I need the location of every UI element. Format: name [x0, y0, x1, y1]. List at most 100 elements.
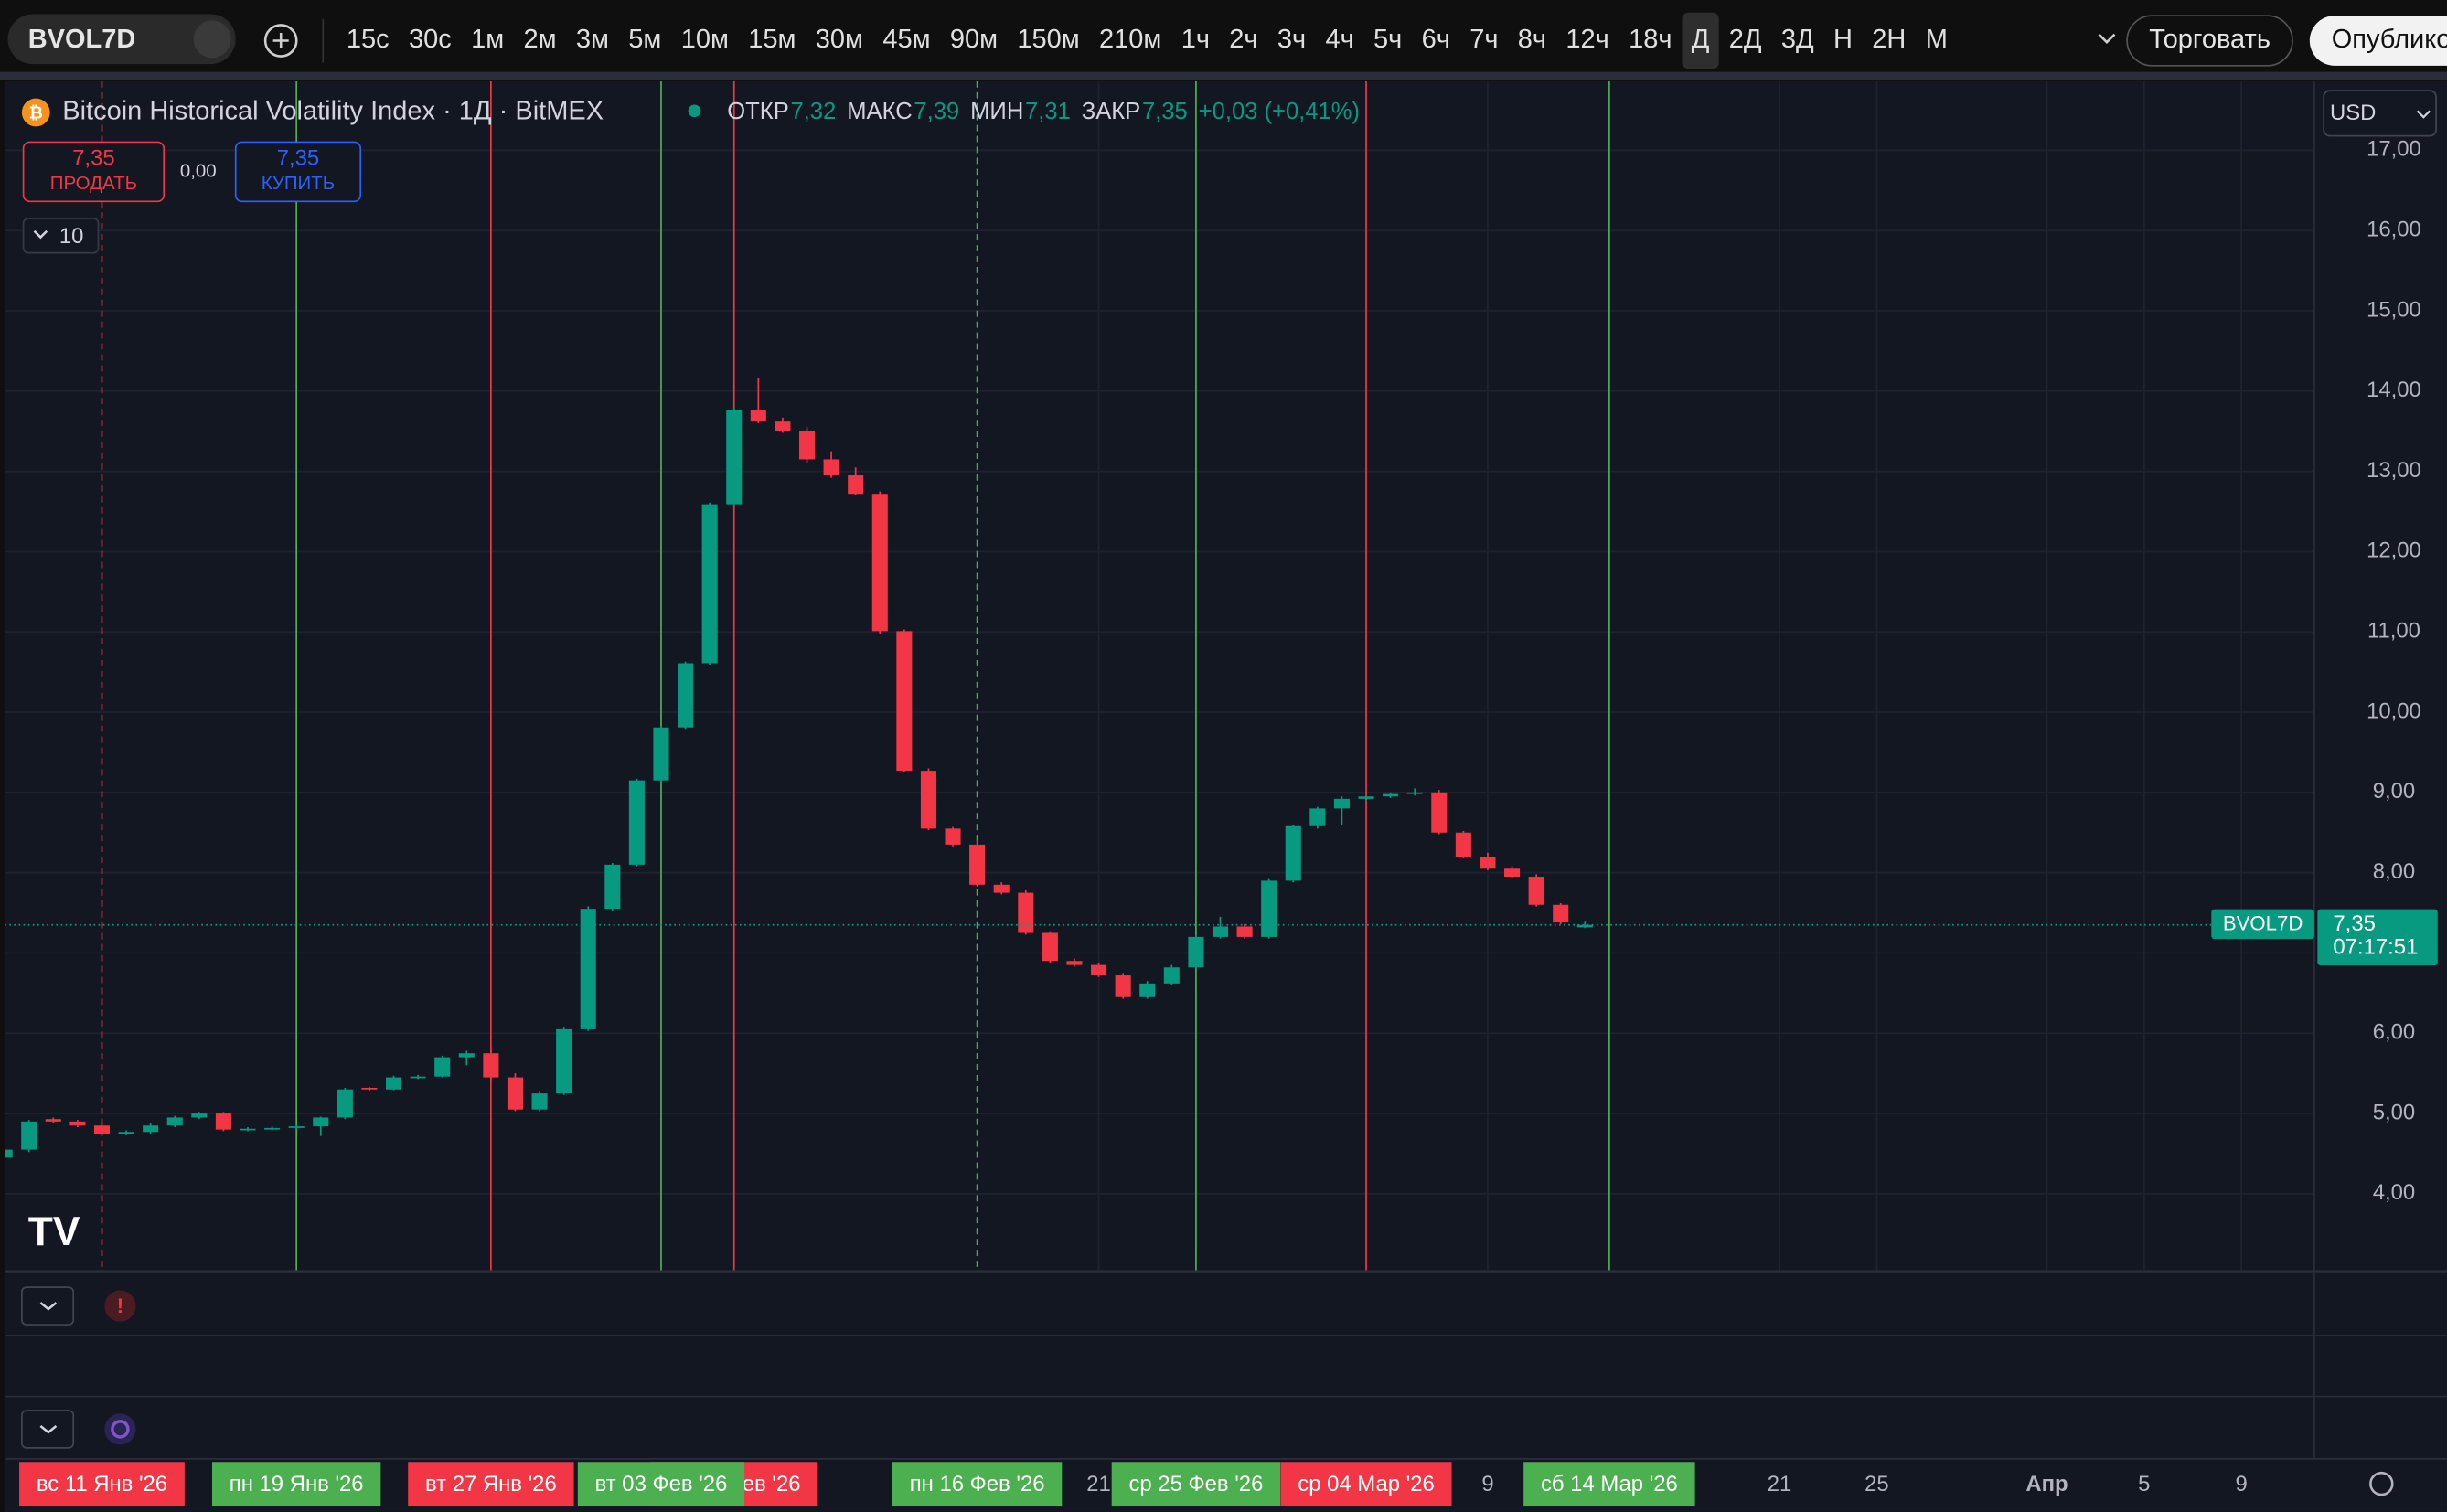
countdown: 07:17:51 — [2333, 935, 2418, 960]
timeframe[interactable]: 2Н — [1872, 25, 1906, 54]
sell-button[interactable] — [22, 141, 166, 203]
quantity-box[interactable] — [22, 218, 100, 254]
candle-body — [1528, 877, 1544, 905]
timeframe[interactable]: 8ч — [1518, 25, 1546, 54]
candle-body — [1066, 961, 1083, 965]
publish-button[interactable] — [2309, 16, 2447, 66]
alert-glyph: ! — [117, 1294, 123, 1317]
candle-body — [337, 1089, 353, 1118]
pane-toggle[interactable] — [21, 1410, 75, 1449]
x-tick-label: 21 — [1086, 1472, 1111, 1496]
settings-icon[interactable] — [2369, 1471, 2394, 1496]
timeframe[interactable]: 3м — [576, 25, 609, 54]
timeframe[interactable]: 3Д — [1781, 25, 1814, 54]
currency: USD — [2330, 101, 2376, 125]
sync-icon[interactable] — [104, 1413, 136, 1445]
currency-select[interactable] — [2323, 90, 2437, 137]
timeframe[interactable]: 210м — [1099, 25, 1161, 54]
candle-body — [848, 475, 864, 495]
legend-open-label: ОТКР — [727, 99, 788, 124]
candle-body — [1285, 825, 1301, 881]
status-dot — [688, 104, 701, 118]
time-label-bg — [577, 1462, 745, 1507]
time-label: вт 03 Фев '26 — [595, 1472, 728, 1496]
legend-change: +0,03 (+0,41%) — [1199, 99, 1360, 124]
candle-body — [361, 1087, 378, 1090]
spread: 0,00 — [180, 160, 217, 181]
timeframe[interactable]: 5м — [628, 25, 661, 54]
quantity-chevron — [33, 229, 48, 240]
legend-high: 7,39 — [914, 99, 959, 124]
timeframe[interactable]: 1ч — [1181, 25, 1210, 54]
timeframe-active — [1682, 12, 1719, 69]
timeframe[interactable]: 3ч — [1277, 25, 1306, 54]
axes: 4,005,006,007,008,009,0010,0011,0012,001… — [19, 137, 2438, 1507]
toolbar-border — [0, 71, 2447, 80]
time-label-bg — [1280, 1462, 1452, 1507]
timeframe[interactable]: 2ч — [1229, 25, 1257, 54]
candle-body — [1261, 880, 1277, 937]
candle-body — [1236, 926, 1253, 937]
candle-body — [93, 1125, 111, 1134]
sell-label: ПРОДАТЬ — [50, 173, 137, 194]
bitcoin-icon — [21, 98, 50, 127]
candle-body — [458, 1053, 475, 1058]
candle-body — [191, 1113, 208, 1118]
price-tag-bg — [2317, 909, 2438, 966]
symbol-search[interactable] — [7, 14, 236, 65]
candle-body — [313, 1117, 329, 1127]
add-symbol[interactable] — [263, 24, 298, 58]
timeframe[interactable]: 2Д — [1729, 25, 1762, 54]
timeframe[interactable]: 30с — [409, 25, 452, 54]
trade-button-label: Торговать — [2149, 25, 2271, 54]
timeframe[interactable]: Д — [1692, 25, 1710, 54]
timeframe[interactable]: 30м — [816, 25, 863, 54]
more-timeframes[interactable] — [2098, 33, 2116, 45]
y-tick-label: 16,00 — [2367, 218, 2421, 242]
time-label: ср 04 Мар '26 — [1298, 1472, 1435, 1496]
candle-body — [798, 431, 816, 460]
y-tick-label: 8,00 — [2373, 859, 2415, 884]
legend-open: 7,32 — [790, 99, 836, 124]
pane-chevron — [39, 1424, 58, 1434]
x-tick-label: 21 — [1768, 1472, 1792, 1496]
timeframe[interactable]: 4ч — [1325, 25, 1353, 54]
symbol-icon[interactable] — [193, 20, 231, 59]
timeframe[interactable]: 150м — [1017, 25, 1079, 54]
timeframe[interactable]: М — [1926, 25, 1948, 54]
candle-body — [143, 1125, 159, 1133]
candle-body — [1018, 892, 1034, 933]
timeframe[interactable]: 15м — [748, 25, 796, 54]
candle-body — [628, 780, 645, 865]
y-tick-label: 12,00 — [2367, 538, 2421, 563]
trade-button[interactable] — [2126, 15, 2293, 67]
timeframe[interactable]: 90м — [950, 25, 998, 54]
timeframe[interactable]: 5ч — [1373, 25, 1402, 54]
timeframe[interactable]: 6ч — [1422, 25, 1450, 54]
timeframe[interactable]: 2м — [523, 25, 556, 54]
timeframe[interactable]: 10м — [681, 25, 729, 54]
y-tick-label: 9,00 — [2373, 779, 2415, 804]
symbol-tag: BVOL7D — [2223, 912, 2303, 935]
timeframe[interactable]: 18ч — [1629, 25, 1672, 54]
alert-icon[interactable] — [104, 1290, 136, 1322]
candle-body — [945, 828, 961, 845]
candle-body — [1480, 857, 1496, 869]
timeframe[interactable]: Н — [1833, 25, 1853, 54]
timeframe[interactable]: 7ч — [1469, 25, 1498, 54]
timeframe[interactable]: 1м — [471, 25, 504, 54]
candle-body — [1455, 832, 1471, 857]
pane-toggle[interactable] — [21, 1286, 75, 1326]
timeframe[interactable]: 12ч — [1565, 25, 1608, 54]
time-label-bg — [408, 1462, 574, 1507]
timeframe[interactable]: 45м — [882, 25, 930, 54]
candle-body — [701, 504, 718, 664]
pane-chevron — [39, 1302, 58, 1311]
candle-body — [288, 1126, 305, 1128]
buy-button[interactable] — [234, 141, 362, 203]
candle-body — [1188, 936, 1204, 968]
y-tick-label: 17,00 — [2367, 137, 2421, 162]
timeframe[interactable]: 15с — [347, 25, 390, 54]
publish-button-label: Опубликовать — [2332, 25, 2447, 54]
legend-title: Bitcoin Historical Volatility Index · 1Д… — [62, 97, 604, 126]
